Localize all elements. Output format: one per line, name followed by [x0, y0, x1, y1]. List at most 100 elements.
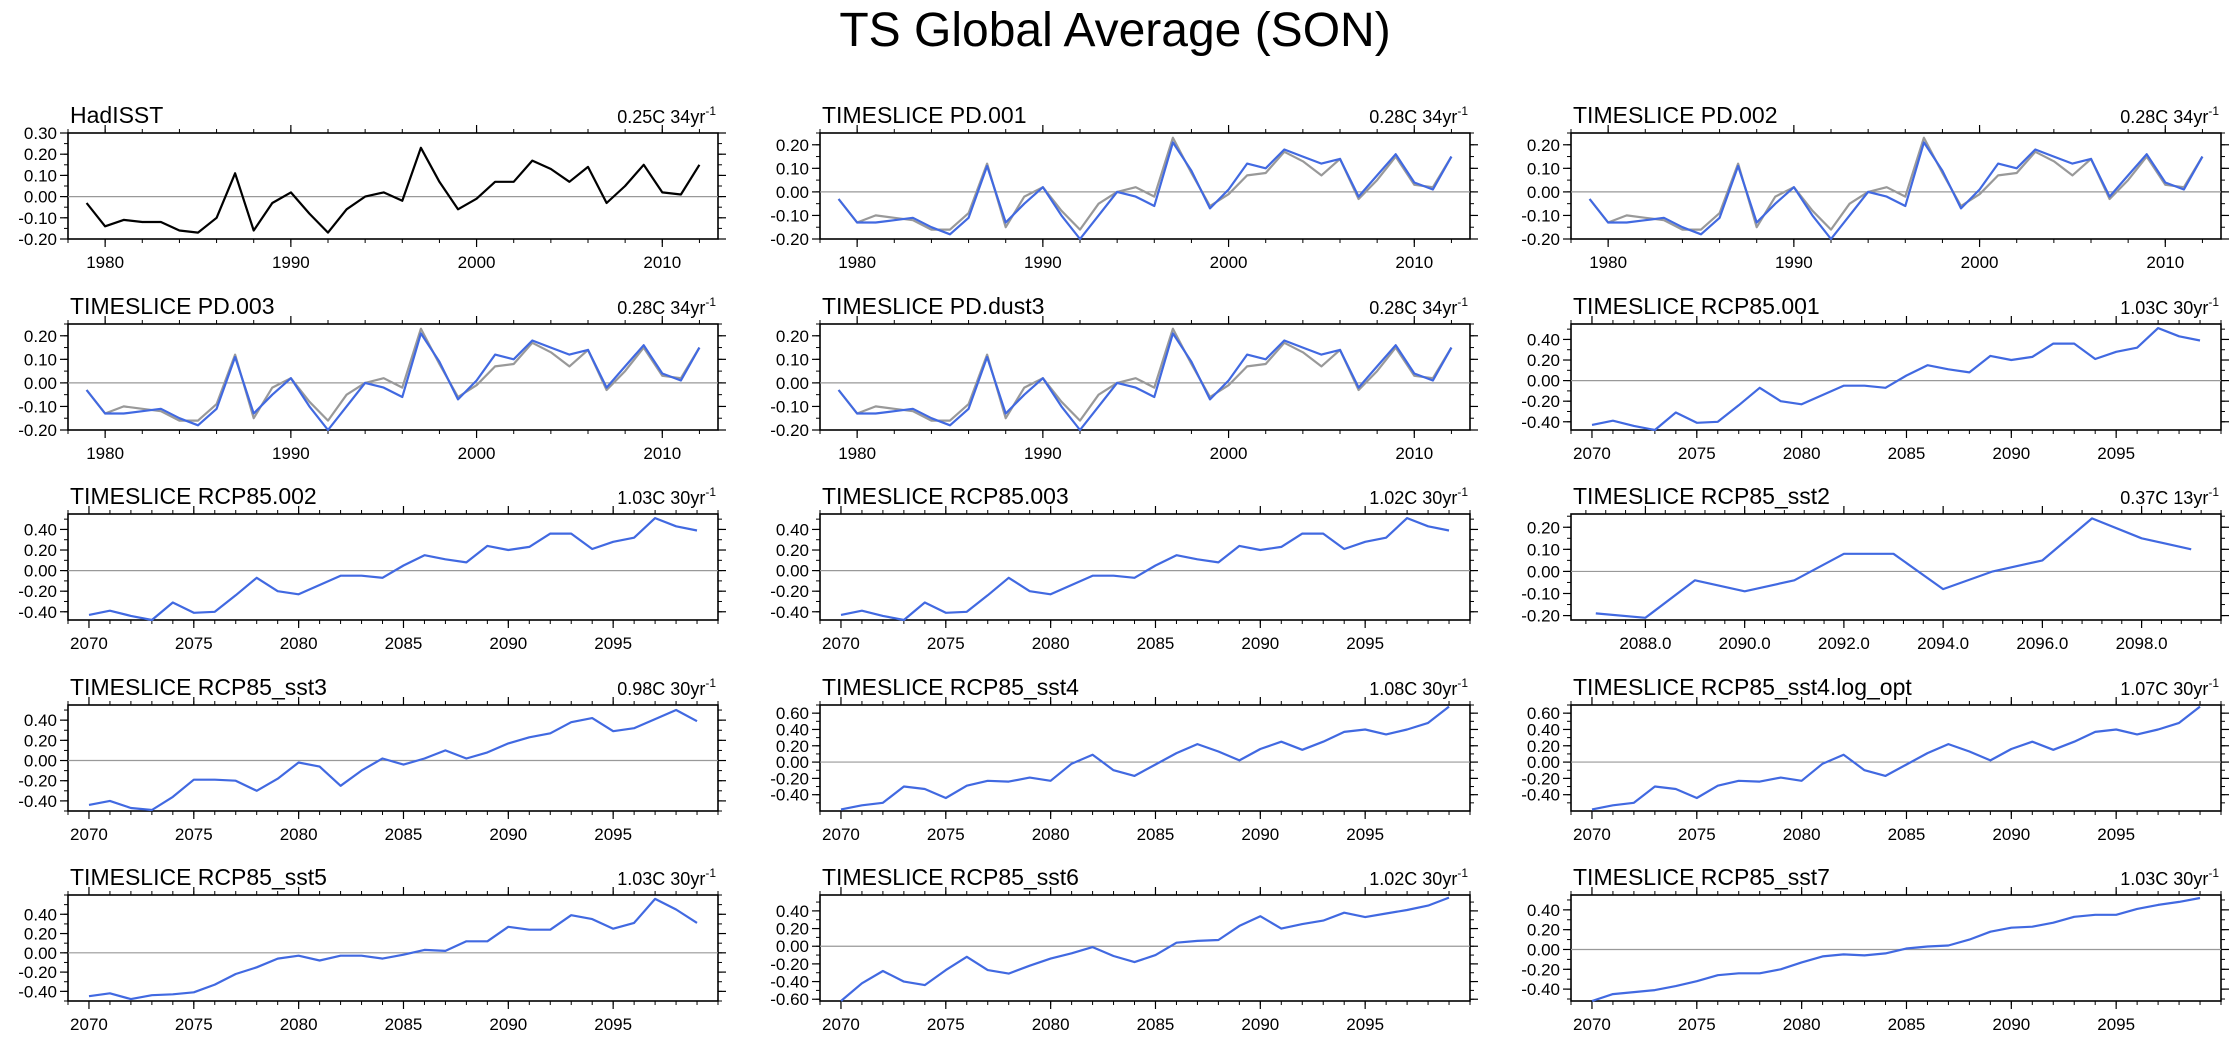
x-tick-label: 2090: [1241, 825, 1279, 844]
y-tick-label: 0.40: [24, 520, 57, 539]
x-tick-label: 2098.0: [2116, 634, 2168, 653]
y-tick-label: -0.10: [770, 397, 809, 416]
x-tick-label: 2085: [385, 634, 423, 653]
y-tick-label: 0.20: [1527, 921, 1560, 940]
panel-10: -0.40-0.200.000.200.400.602070 2075 2080 20…: [770, 674, 1478, 844]
y-tick-label: -0.20: [18, 772, 57, 791]
y-tick-label: 0.40: [776, 902, 809, 921]
panel-title: TIMESLICE RCP85_sst4.log_opt: [1573, 674, 1912, 700]
x-tick-label: 1980: [86, 253, 124, 272]
x-tick-label: 2000: [1210, 253, 1248, 272]
x-tick-label: 2070: [70, 634, 108, 653]
trend-label: 0.25C 34yr-1: [617, 104, 716, 127]
y-tick-label: 0.00: [776, 374, 809, 393]
y-tick-label: -0.20: [1521, 607, 1560, 626]
trend-exponent: -1: [2208, 676, 2219, 690]
x-tick-label: 2085: [385, 825, 423, 844]
y-tick-label: 0.40: [1527, 901, 1560, 920]
trend-exponent: -1: [2208, 485, 2219, 499]
series-line-model: [841, 898, 1449, 1001]
plot-frame: [68, 895, 718, 1001]
y-tick-label: -0.40: [18, 792, 57, 811]
plot-frame: [68, 514, 718, 620]
panel-9: -0.40-0.200.00 0.200.40 2070 2075 2080 2085 20…: [18, 674, 726, 844]
trend-exponent: -1: [1457, 676, 1468, 690]
y-tick-label: 0.00: [776, 562, 809, 581]
series-line-model: [841, 707, 1449, 810]
panel-title: TIMESLICE PD.003: [70, 293, 275, 319]
y-tick-label: -0.40: [770, 603, 809, 622]
x-tick-label: 1990: [1775, 253, 1813, 272]
y-tick-label: -0.20: [18, 230, 57, 249]
panel-1: -0.20-0.100.000.100.201980 1990 2000 2010TI…: [770, 102, 1478, 272]
x-tick-label: 2085: [1888, 825, 1926, 844]
x-tick-label: 2085: [1137, 825, 1175, 844]
x-tick-label: 2085: [1137, 1015, 1175, 1034]
y-tick-label: 0.40: [776, 520, 809, 539]
x-tick-label: 2090: [489, 634, 527, 653]
y-tick-label: -0.40: [770, 973, 809, 992]
panel-title: TIMESLICE PD.002: [1573, 102, 1778, 128]
y-tick-label: 0.00: [1527, 183, 1560, 202]
y-tick-label: 0.40: [776, 720, 809, 739]
y-tick-label: 0.60: [776, 704, 809, 723]
trend-label: 1.02C 30yr-1: [1369, 485, 1468, 508]
x-tick-label: 2096.0: [2016, 634, 2068, 653]
x-tick-label: 1980: [86, 444, 124, 463]
x-tick-label: 2090: [1992, 825, 2030, 844]
x-tick-label: 2085: [1888, 1015, 1926, 1034]
y-tick-label: -0.20: [770, 421, 809, 440]
trend-exponent: -1: [2208, 866, 2219, 880]
y-tick-label: 0.10: [776, 350, 809, 369]
series-line-model: [1596, 518, 2191, 617]
y-tick-label: 0.00: [776, 183, 809, 202]
y-tick-label: -0.40: [1521, 413, 1560, 432]
x-tick-label: 2080: [1032, 825, 1070, 844]
x-tick-label: 2070: [822, 1015, 860, 1034]
panel-title: TIMESLICE RCP85.002: [70, 483, 317, 509]
panel-title: TIMESLICE RCP85_sst5: [70, 864, 327, 890]
x-tick-label: 1980: [838, 253, 876, 272]
y-tick-label: 0.00: [776, 753, 809, 772]
y-tick-label: -0.20: [1521, 230, 1560, 249]
plot-frame: [820, 514, 1470, 620]
trend-exponent: -1: [2208, 104, 2219, 118]
series-line-model: [89, 899, 697, 999]
trend-exponent: -1: [2208, 295, 2219, 309]
x-tick-label: 1990: [1024, 253, 1062, 272]
y-tick-label: -0.10: [18, 397, 57, 416]
panel-12: -0.40-0.200.000.200.402070 2075 2080 2085 20…: [18, 864, 726, 1034]
panel-6: -0.40-0.200.000.200.402070 2075 2080 2085 20…: [18, 483, 726, 653]
x-tick-label: 2080: [1783, 825, 1821, 844]
series-line-obs: [87, 329, 700, 421]
x-tick-label: 2070: [70, 825, 108, 844]
y-tick-label: -0.20: [770, 769, 809, 788]
series-line-observed_only: [87, 148, 700, 233]
figure: TS Global Average (SON) -0.20 -0.10 0.00 0.…: [0, 0, 2230, 1045]
y-tick-label: 0.40: [1527, 330, 1560, 349]
y-tick-label: 0.40: [24, 905, 57, 924]
y-tick-label: -0.60: [770, 990, 809, 1009]
y-tick-label: -0.40: [18, 603, 57, 622]
y-tick-label: -0.20: [18, 963, 57, 982]
x-tick-label: 2070: [1573, 825, 1611, 844]
x-tick-label: 2000: [458, 253, 496, 272]
x-tick-label: 2088.0: [1619, 634, 1671, 653]
y-tick-label: 0.20: [1527, 136, 1560, 155]
x-tick-label: 2070: [70, 1015, 108, 1034]
plot-frame: [68, 705, 718, 811]
series-line-obs: [839, 329, 1452, 421]
x-tick-label: 2075: [927, 825, 965, 844]
panel-title: HadISST: [70, 102, 163, 128]
panel-5: -0.40-0.200.000.200.402070 2075 2080 2085 20…: [1521, 293, 2229, 463]
trend-label: 1.03C 30yr-1: [2120, 866, 2219, 889]
trend-label: 1.03C 30yr-1: [617, 485, 716, 508]
panel-3: -0.20-0.100.000.100.201980 1990 2000 2010TI…: [18, 293, 726, 463]
y-tick-label: 0.20: [776, 136, 809, 155]
x-tick-label: 2090: [489, 825, 527, 844]
y-tick-label: 0.00: [1527, 562, 1560, 581]
x-tick-label: 2090.0: [1719, 634, 1771, 653]
y-tick-label: 0.20: [1527, 737, 1560, 756]
x-tick-label: 2090: [1241, 634, 1279, 653]
x-tick-label: 2075: [175, 825, 213, 844]
